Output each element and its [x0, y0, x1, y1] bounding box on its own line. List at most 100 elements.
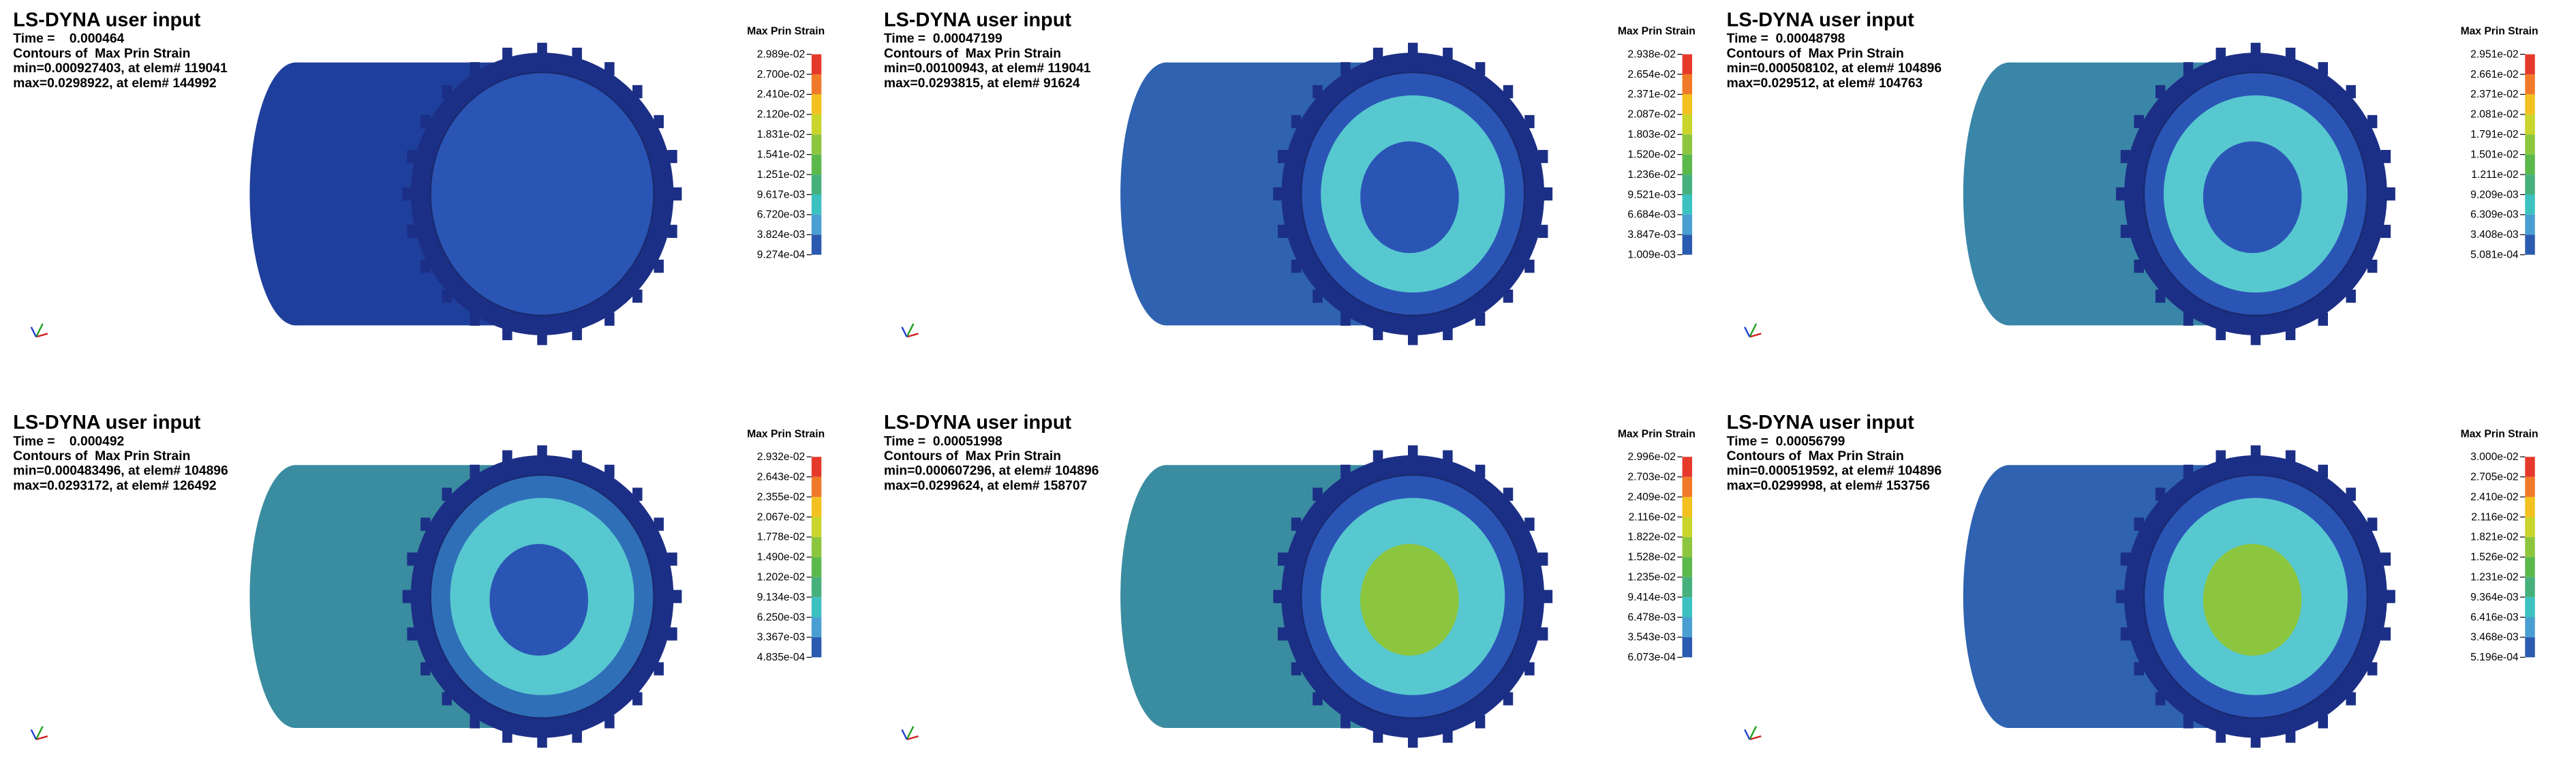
legend-label: 9.521e-03 [1627, 189, 1676, 200]
triad-z [30, 326, 37, 337]
rim-tooth [1340, 62, 1351, 76]
legend-band [1682, 54, 1693, 75]
legend-band [2525, 94, 2535, 115]
rim-tooth [2120, 552, 2131, 566]
rim-tooth [1503, 85, 1514, 99]
legend-label: 2.410e-02 [2470, 491, 2519, 503]
legend-label: 2.116e-02 [2471, 511, 2518, 523]
rim-tooth [502, 326, 512, 341]
legend-band [811, 497, 822, 517]
rim-tooth [2120, 627, 2131, 641]
rim-tooth [667, 552, 677, 566]
legend-band [2525, 54, 2535, 75]
rim-tooth [2183, 312, 2194, 326]
triad-x [906, 333, 919, 338]
legend-band [2525, 74, 2535, 95]
legend-band [2525, 214, 2535, 235]
triad-y [35, 323, 44, 337]
rim-tooth [470, 715, 480, 729]
legend-label: 1.821e-02 [2470, 532, 2519, 543]
legend-label: 3.824e-03 [757, 229, 806, 241]
plot-info: max=0.0293172, at elem# 126492 [13, 478, 216, 493]
legend-title: Max Prin Strain [2461, 26, 2539, 37]
legend-label: 2.951e-02 [2470, 48, 2519, 60]
legend-band [2525, 134, 2535, 155]
legend-title: Max Prin Strain [1618, 428, 1696, 440]
rim-tooth [2215, 729, 2226, 743]
plot-info: Contours of Max Prin Strain [884, 46, 1061, 61]
rim-tooth [632, 487, 643, 501]
legend-band [811, 637, 822, 658]
rim-tooth [1340, 715, 1351, 729]
rim-tooth [1524, 259, 1535, 273]
rim-tooth [1524, 662, 1535, 675]
legend-label: 5.081e-04 [2470, 249, 2519, 261]
rim-tooth [1313, 692, 1323, 705]
legend-label: 2.371e-02 [1627, 89, 1676, 100]
legend-label: 2.661e-02 [2470, 69, 2519, 80]
triad-y [906, 726, 915, 740]
legend-title: Max Prin Strain [747, 428, 825, 440]
rim-tooth [420, 259, 431, 273]
legend-label: 1.541e-02 [757, 149, 806, 160]
legend-label: 2.355e-02 [757, 491, 806, 503]
legend-band [811, 74, 822, 95]
rim-tooth [2380, 627, 2391, 641]
legend-band [2525, 617, 2535, 637]
rim-tooth [1373, 729, 1383, 743]
rim-tooth [667, 224, 677, 239]
legend-band [811, 94, 822, 115]
rim-tooth [420, 115, 431, 129]
rim-tooth [1340, 312, 1351, 326]
legend-band [1682, 114, 1693, 135]
legend-label: 6.720e-03 [757, 209, 806, 221]
rim-tooth [1537, 552, 1548, 566]
legend-label: 2.116e-02 [1629, 511, 1676, 523]
rim-tooth [1373, 450, 1383, 464]
rim-tooth [1542, 187, 1553, 201]
triad-y [1749, 726, 1758, 740]
rim-tooth [654, 517, 664, 531]
rim-tooth [2215, 47, 2226, 61]
rim-tooth [671, 187, 682, 201]
legend-band [1682, 174, 1693, 195]
rim-tooth [1291, 115, 1302, 129]
legend-label: 3.367e-03 [757, 632, 806, 643]
rim-tooth [2380, 552, 2391, 566]
rim-tooth [442, 85, 452, 99]
rim-tooth [2134, 259, 2144, 273]
legend-label: 9.274e-04 [757, 249, 806, 261]
legend-label: 3.847e-03 [1627, 229, 1676, 241]
legend-label: 2.120e-02 [757, 109, 806, 121]
legend-label: 6.073e-04 [1627, 652, 1676, 663]
plot-info: min=0.000927403, at elem# 119041 [13, 61, 228, 76]
rim-tooth [537, 332, 547, 346]
legend-label: 2.654e-02 [1627, 69, 1676, 80]
legend-band [1682, 134, 1693, 155]
triad-z [1744, 326, 1751, 337]
rim-tooth [2380, 149, 2391, 164]
triad-x [35, 333, 48, 338]
triad-x [1749, 333, 1762, 338]
legend-label: 1.831e-02 [757, 129, 806, 140]
rim-tooth [407, 627, 417, 641]
rim-tooth [1291, 259, 1302, 273]
rim-tooth [2134, 115, 2144, 129]
legend-label: 4.835e-04 [757, 652, 806, 663]
legend-band [811, 517, 822, 537]
legend-label: 1.235e-02 [1627, 572, 1676, 583]
rim-tooth [442, 487, 452, 501]
legend-label: 5.196e-04 [2470, 652, 2519, 663]
rim-tooth [572, 326, 582, 341]
legend-band [811, 577, 822, 598]
legend-band [2525, 577, 2535, 598]
rim-tooth [604, 464, 615, 478]
legend-label: 9.364e-03 [2470, 592, 2519, 603]
legend-band [2525, 497, 2535, 517]
rim-tooth [1443, 729, 1453, 743]
rim-tooth [1475, 715, 1486, 729]
rim-tooth [1340, 464, 1351, 478]
rim-tooth [2367, 662, 2378, 675]
rim-tooth [502, 47, 512, 61]
